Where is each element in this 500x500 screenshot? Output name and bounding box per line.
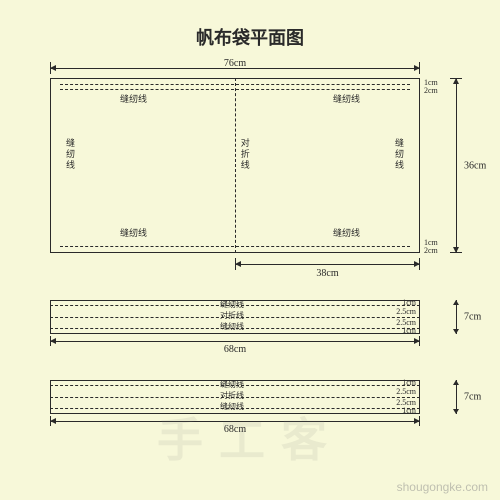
strap2-row0-label: 缝纫线 [220, 379, 244, 390]
strap2-row3-dim: 1cm [402, 406, 416, 415]
dim-main-height-label: 36cm [464, 160, 486, 171]
page-title: 帆布袋平面图 [0, 24, 500, 50]
seam-label-bot-right: 缝纫线 [333, 226, 360, 239]
dim-strap2-height: 7cm [450, 380, 462, 414]
fold-label-center: 对折线 [239, 138, 252, 171]
seam-label-bot-left: 缝纫线 [120, 226, 147, 239]
dim-strap2-width-label: 68cm [50, 424, 420, 435]
seam-label-left: 缝纫线 [64, 138, 77, 171]
dim-main-width-label: 76cm [50, 58, 420, 69]
dim-strap1-height: 7cm [450, 300, 462, 334]
dim-strap1-width: 68cm [50, 336, 420, 346]
source-url: shougongke.com [397, 480, 488, 494]
dim-main-height: 36cm [450, 78, 462, 253]
strap1-row1-label: 对折线 [220, 310, 244, 321]
seam-label-top-right: 缝纫线 [333, 92, 360, 105]
dim-main-halfwidth: 38cm [235, 258, 420, 270]
strap-pattern-1: 缝纫线 对折线 缝纫线 1cm 2.5cm 2.5cm 1cm [50, 300, 420, 334]
strap1-row3-dim: 1cm [402, 326, 416, 335]
seam-label-right: 缝纫线 [393, 138, 406, 171]
strap1-row1-dim: 2.5cm [396, 307, 416, 316]
strap1-row0-label: 缝纫线 [220, 299, 244, 310]
strap1-row2-label: 缝纫线 [220, 321, 244, 332]
main-pattern-rect: 缝纫线 缝纫线 缝纫线 缝纫线 缝纫线 缝纫线 对折线 [50, 78, 420, 253]
strap-pattern-2: 缝纫线 对折线 缝纫线 1cm 2.5cm 2.5cm 1cm [50, 380, 420, 414]
edge-label-br2: 2cm [424, 246, 438, 255]
strap2-row1-dim: 2.5cm [396, 387, 416, 396]
dim-strap1-height-label: 7cm [464, 312, 481, 323]
dim-main-halfwidth-label: 38cm [235, 268, 420, 279]
seam-label-top-left: 缝纫线 [120, 92, 147, 105]
strap2-row1-label: 对折线 [220, 390, 244, 401]
strap2-row2-label: 缝纫线 [220, 401, 244, 412]
dim-strap1-width-label: 68cm [50, 344, 420, 355]
dim-strap2-height-label: 7cm [464, 392, 481, 403]
dim-main-width: 76cm [50, 62, 420, 74]
strap1-row0-dim: 1cm [402, 298, 416, 307]
strap2-row0-dim: 1cm [402, 378, 416, 387]
dim-strap2-width: 68cm [50, 416, 420, 426]
edge-label-tr2: 2cm [424, 86, 438, 95]
